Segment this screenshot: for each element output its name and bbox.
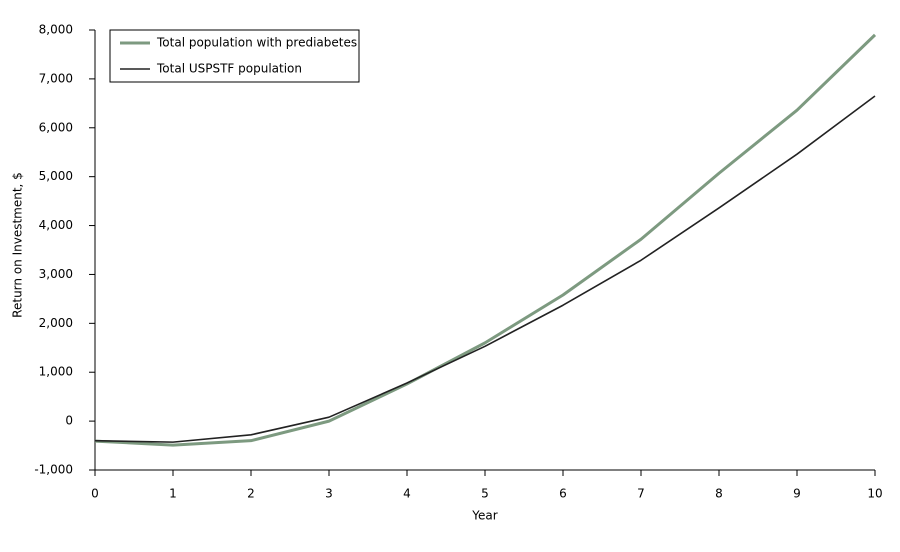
x-tick-label: 2 [247, 487, 255, 501]
y-tick-label: 4,000 [39, 218, 73, 232]
x-tick-label: 9 [793, 487, 801, 501]
y-tick-label: 2,000 [39, 316, 73, 330]
y-tick-label: 6,000 [39, 120, 73, 134]
x-tick-label: 6 [559, 487, 567, 501]
x-axis-label: Year [471, 509, 497, 523]
series-line [94, 33, 877, 447]
y-tick-label: 8,000 [39, 23, 73, 37]
x-tick-label: 1 [169, 487, 177, 501]
series-line [94, 95, 876, 443]
legend-label: Total population with prediabetes [156, 36, 357, 50]
x-tick-label: 3 [325, 487, 333, 501]
x-tick-label: 10 [867, 487, 882, 501]
x-tick-label: 5 [481, 487, 489, 501]
y-tick-label: 0 [65, 414, 73, 428]
legend-label: Total USPSTF population [156, 62, 302, 76]
legend-box [109, 29, 360, 83]
y-tick-label: 1,000 [39, 365, 73, 379]
x-tick-label: 7 [637, 487, 645, 501]
y-axis-label: Return on Investment, $ [11, 172, 25, 318]
x-tick-label: 0 [91, 487, 99, 501]
x-tick-label: 4 [403, 487, 411, 501]
y-tick-label: 7,000 [39, 71, 73, 85]
y-tick-label: 5,000 [39, 169, 73, 183]
y-tick-label: -1,000 [34, 463, 73, 477]
y-tick-label: 3,000 [39, 267, 73, 281]
x-tick-label: 8 [715, 487, 723, 501]
